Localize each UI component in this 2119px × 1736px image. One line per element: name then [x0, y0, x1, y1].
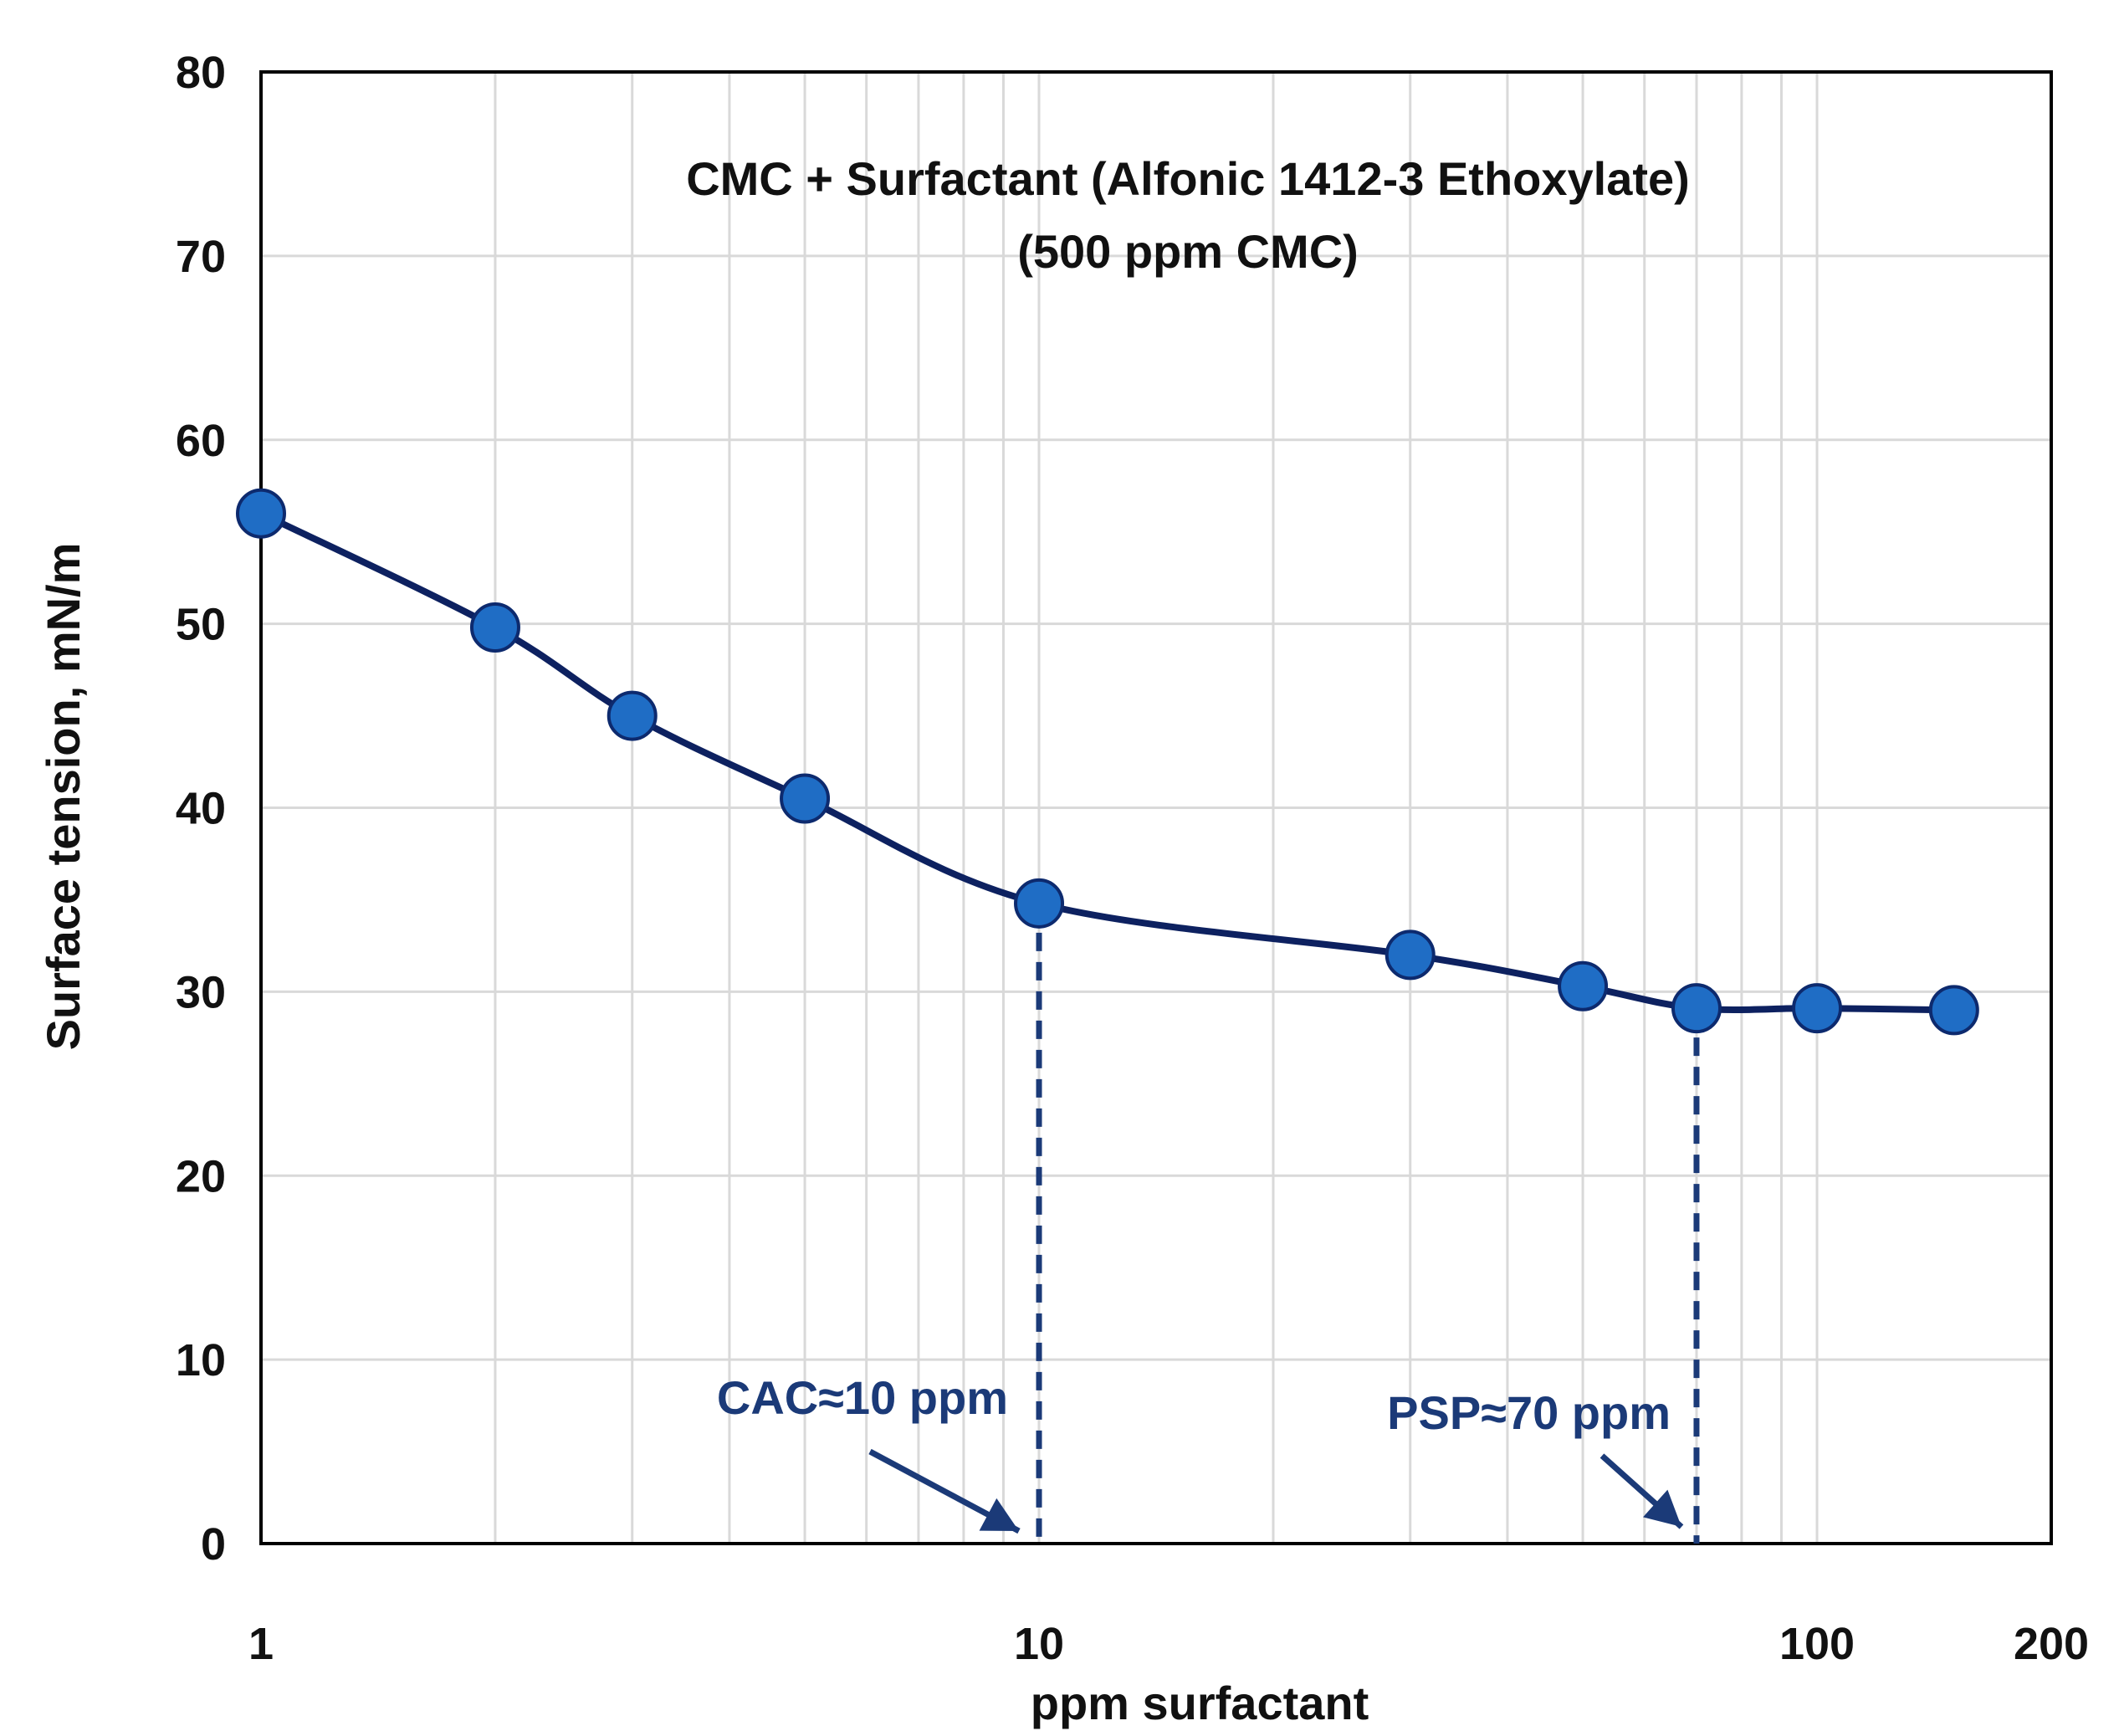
annotation-arrowhead [979, 1498, 1019, 1531]
y-tick-label: 60 [176, 416, 226, 466]
y-tick-label: 50 [176, 600, 226, 650]
data-point [469, 602, 520, 653]
data-point [1558, 960, 1609, 1011]
y-tick-label: 30 [176, 967, 226, 1017]
y-axis-title: Surface tension, mN/m [37, 543, 90, 1051]
labels: 0 10 20 30 40 50 60 70 80 1 10 100 200 [176, 48, 2089, 1669]
x-tick-label: 1 [248, 1619, 274, 1669]
data-point [1792, 983, 1843, 1034]
data-point [780, 773, 831, 824]
data-point [236, 488, 286, 539]
x-tick-label: 10 [1014, 1619, 1064, 1669]
x-tick-label: 200 [2014, 1619, 2089, 1669]
data-point [1928, 985, 1979, 1036]
x-tick-label: 100 [1779, 1619, 1855, 1669]
x-axis-title: ppm surfactant [1031, 1677, 1369, 1729]
series-line [258, 510, 1958, 1014]
y-tick-label: 0 [201, 1519, 226, 1570]
data-series [236, 488, 1979, 1036]
annotation-label: CAC≈10 ppm [717, 1371, 1008, 1424]
data-point [1014, 878, 1065, 929]
chart-title: CMC + Surfactant (Alfonic 1412-3 Ethoxyl… [686, 152, 1690, 205]
y-tick-label: 40 [176, 784, 226, 834]
plot-frame [259, 70, 2053, 1545]
annotation-arrowhead [1643, 1489, 1681, 1527]
data-point [607, 690, 658, 741]
data-point [1385, 929, 1436, 981]
axes [259, 70, 2053, 1545]
annotations: CAC≈10 ppm PSP≈70 ppm [717, 903, 1700, 1544]
grid-lines [261, 72, 2051, 1544]
y-tick-label: 20 [176, 1151, 226, 1201]
y-tick-label: 10 [176, 1335, 226, 1385]
chart-subtitle: (500 ppm CMC) [1017, 225, 1359, 278]
y-tick-label: 80 [176, 48, 226, 98]
y-tick-label: 70 [176, 232, 226, 282]
data-point [1671, 983, 1722, 1034]
annotation-label: PSP≈70 ppm [1387, 1386, 1671, 1439]
